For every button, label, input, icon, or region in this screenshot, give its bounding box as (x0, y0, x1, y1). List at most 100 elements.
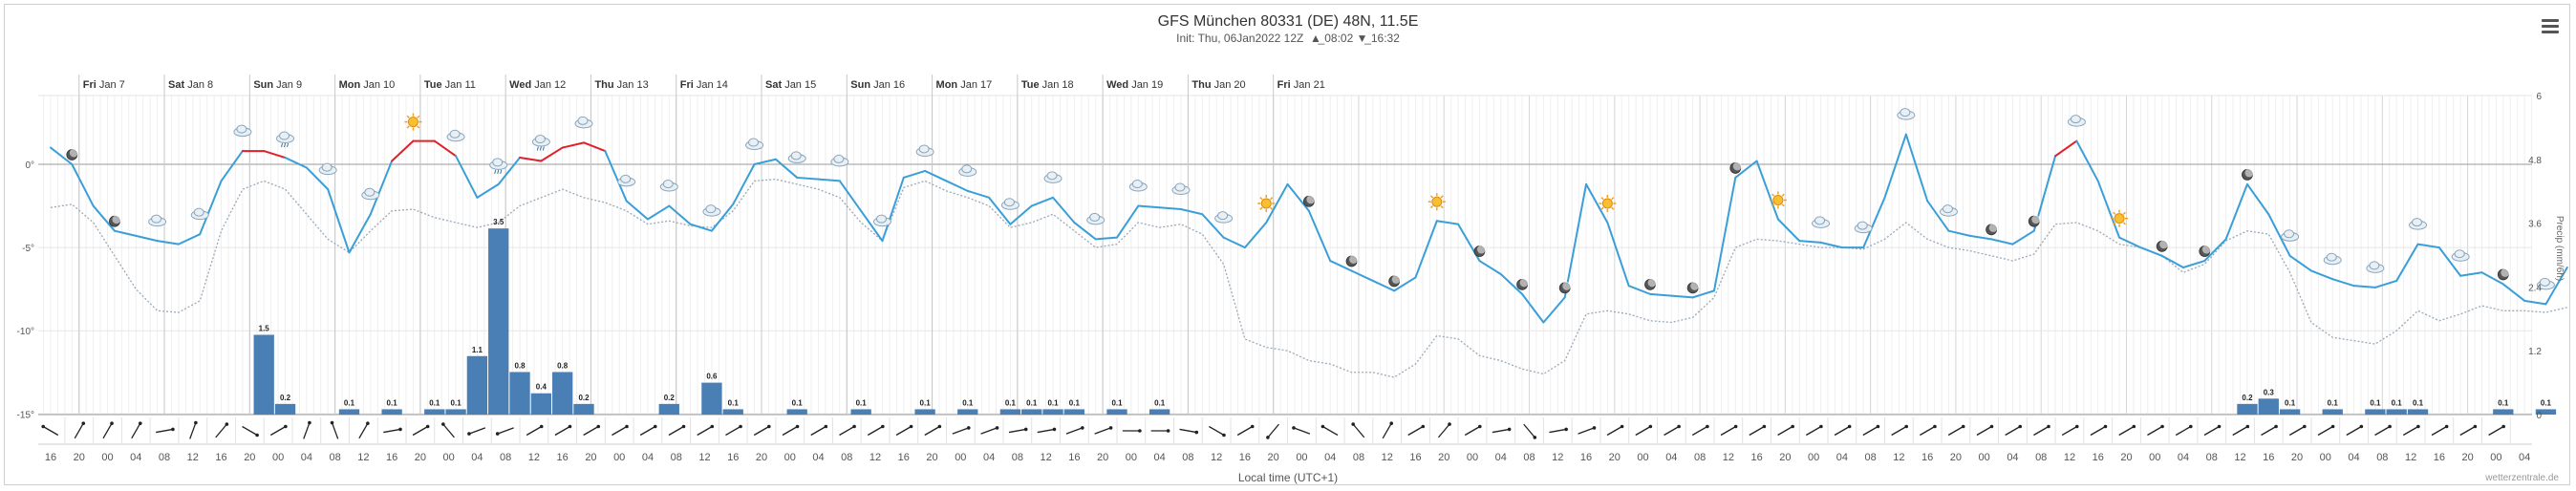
precip-label: 0.1 (728, 398, 740, 407)
temperature-segment (1414, 220, 1438, 279)
temperature-segment (1904, 133, 1929, 203)
hamburger-menu-icon[interactable] (2542, 19, 2559, 36)
wind-arrow (42, 425, 59, 437)
temperature-segment (1499, 272, 1524, 295)
wind-arrow-head (881, 424, 885, 429)
x-tick-label: 00 (1296, 452, 1307, 463)
x-tick-label: 20 (585, 452, 596, 463)
cloud-icon (233, 124, 252, 138)
sun-icon (1769, 191, 1787, 209)
wind-arrow-head (2303, 424, 2307, 429)
wind-arrow (1749, 425, 1765, 437)
x-tick-label: 12 (2405, 452, 2416, 463)
temperature-segment (2352, 285, 2376, 288)
temperature-segment (177, 233, 202, 246)
cloud-icon (318, 162, 337, 176)
wind-arrow-head (81, 421, 86, 426)
wind-arrow (2488, 425, 2504, 437)
wind-arrow (810, 425, 826, 437)
wind-arrow-head (194, 420, 198, 425)
x-tick-label: 04 (812, 452, 824, 463)
precip-bar (1021, 409, 1042, 415)
wind-arrow-head (1507, 427, 1512, 432)
temperature-segment (1009, 204, 1033, 225)
wind-arrow (412, 425, 428, 437)
x-tick-label: 00 (955, 452, 966, 463)
wind-arrow (526, 425, 543, 437)
precip-label: 0.1 (2370, 398, 2381, 407)
wind-arrow-head (41, 424, 46, 429)
x-tick-label: 16 (2263, 452, 2274, 463)
axes-layer: Fri Jan 7 Sat Jan 8 Sun Jan 9 Mon Jan 10 Tue… (17, 79, 2565, 484)
wind-arrow-head (2132, 424, 2136, 429)
x-tick-label: 12 (528, 452, 540, 463)
temperature-segment (1926, 200, 1950, 232)
cloud-icon (617, 174, 636, 187)
x-tick-label: 12 (869, 452, 881, 463)
x-tick-label: 08 (1182, 452, 1193, 463)
temperature-segment (2501, 283, 2526, 302)
wind-arrow (1976, 425, 1992, 437)
temperature-segment (1883, 133, 1907, 199)
x-tick-label: 20 (1779, 452, 1791, 463)
wind-arrow (2118, 425, 2135, 437)
wind-arrow (303, 422, 311, 439)
temperature-segment (220, 150, 244, 182)
x-tick-label: 08 (1353, 452, 1364, 463)
x-tick-label: 00 (1979, 452, 1990, 463)
x-tick-label: 00 (784, 452, 796, 463)
x-tick-label: 00 (272, 452, 284, 463)
precip-bar (381, 409, 402, 415)
sun-icon (1599, 194, 1617, 212)
temperature-segment (2139, 246, 2163, 257)
temperature-segment (1243, 221, 1268, 249)
x-tick-label: 04 (301, 452, 312, 463)
wind-arrow-head (1733, 424, 1738, 429)
cloud-icon (787, 151, 806, 163)
precip-bar (424, 409, 445, 415)
x-tick-label: 00 (1467, 452, 1478, 463)
wind-arrow (1382, 422, 1392, 439)
temperature-segment (1563, 182, 1588, 299)
wind-arrow (1236, 425, 1254, 437)
cloud-icon (1939, 204, 1958, 217)
day-label: Wed Jan 12 (509, 79, 566, 91)
wind-arrow-head (852, 424, 856, 429)
wind-arrow (1267, 423, 1279, 438)
temperature-segment (838, 180, 863, 212)
temperature-segment (1030, 196, 1055, 207)
x-tick-label: 20 (756, 452, 767, 463)
wind-arrow (242, 425, 258, 437)
moon-icon (1986, 223, 1998, 236)
wind-arrow (1777, 425, 1793, 437)
wind-arrow-head (1194, 430, 1199, 435)
x-tick-label: 08 (1012, 452, 1023, 463)
wind-arrow-head (441, 422, 445, 426)
precip-bar (850, 409, 871, 415)
x-tick-label: 20 (1438, 452, 1449, 463)
x-tick-label: 08 (2035, 452, 2047, 463)
temperature-segment (305, 166, 330, 191)
cloud-icon (2409, 218, 2428, 230)
wind-arrow-head (2416, 424, 2420, 429)
wind-arrow-head (710, 424, 715, 429)
x-tick-label: 04 (471, 452, 483, 463)
temperature-segment (966, 189, 991, 199)
temperature-segment (2523, 299, 2547, 306)
temperature-segment (774, 158, 799, 179)
x-tick-label: 08 (2376, 452, 2388, 463)
moon-icon (2199, 245, 2211, 257)
cloud-icon (574, 116, 593, 129)
temperature-segment (817, 178, 841, 182)
temperature-segment (1670, 294, 1694, 299)
wind-arrow-head (681, 424, 686, 429)
wind-arrow-head (467, 432, 471, 436)
x-tick-label: 16 (2434, 452, 2445, 463)
x-tick-label: 04 (983, 452, 995, 463)
temperature-segment (455, 155, 479, 199)
x-tick-label: 20 (1950, 452, 1962, 463)
wind-arrow-head (739, 424, 742, 429)
temperature-segment (1691, 289, 1715, 299)
precip-bar (914, 409, 935, 415)
wind-arrow-head (596, 424, 601, 429)
